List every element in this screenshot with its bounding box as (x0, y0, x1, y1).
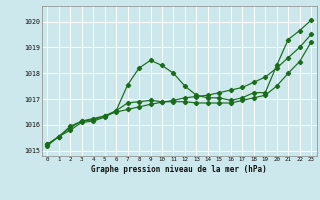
X-axis label: Graphe pression niveau de la mer (hPa): Graphe pression niveau de la mer (hPa) (91, 165, 267, 174)
